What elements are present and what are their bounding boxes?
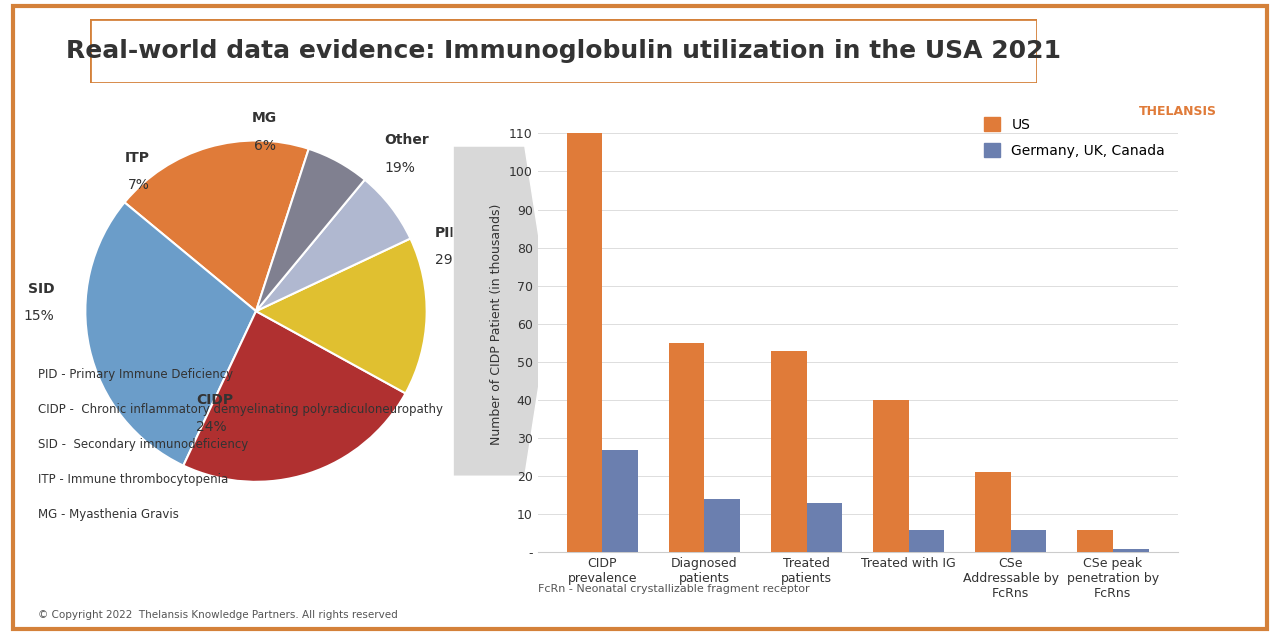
Bar	[668, 343, 704, 552]
Text: ITP: ITP	[125, 150, 150, 164]
Wedge shape	[86, 203, 256, 465]
Text: FcRn - Neonatal crystallizable fragment receptor: FcRn - Neonatal crystallizable fragment …	[538, 584, 809, 594]
Text: 24%: 24%	[196, 420, 227, 434]
Legend: US, Germany, UK, Canada: US, Germany, UK, Canada	[978, 111, 1171, 163]
Bar	[909, 530, 945, 552]
Bar	[873, 400, 909, 552]
Bar	[1011, 530, 1047, 552]
Text: 29%: 29%	[435, 253, 466, 267]
Text: MG: MG	[252, 111, 276, 125]
Wedge shape	[183, 311, 406, 482]
Wedge shape	[256, 239, 426, 393]
Text: ITP - Immune thrombocytopenia: ITP - Immune thrombocytopenia	[38, 473, 229, 486]
Bar	[603, 450, 639, 552]
Wedge shape	[256, 180, 411, 311]
Bar	[771, 351, 806, 552]
Bar	[1076, 530, 1112, 552]
Bar	[704, 499, 740, 552]
Bar	[567, 133, 603, 552]
Text: THELANSIS: THELANSIS	[1139, 105, 1216, 117]
Text: MG - Myasthenia Gravis: MG - Myasthenia Gravis	[38, 508, 179, 521]
Text: SID -  Secondary immunodeficiency: SID - Secondary immunodeficiency	[38, 438, 248, 451]
Text: SID: SID	[28, 282, 55, 296]
Text: PID - Primary Immune Deficiency: PID - Primary Immune Deficiency	[38, 368, 233, 381]
Text: CIDP -  Chronic inflammatory demyelinating polyradiculoneuropathy: CIDP - Chronic inflammatory demyelinatin…	[38, 403, 443, 416]
Text: 7%: 7%	[128, 178, 150, 192]
Text: 15%: 15%	[24, 309, 55, 323]
Text: Other: Other	[384, 133, 429, 147]
Bar	[1112, 549, 1148, 552]
Wedge shape	[256, 149, 365, 311]
FancyBboxPatch shape	[90, 19, 1037, 83]
Text: PID: PID	[435, 225, 462, 239]
Text: © Copyright 2022  Thelansis Knowledge Partners. All rights reserved: © Copyright 2022 Thelansis Knowledge Par…	[38, 610, 398, 620]
Wedge shape	[124, 140, 308, 311]
Text: CIDP: CIDP	[196, 393, 233, 407]
Text: 19%: 19%	[384, 161, 415, 175]
Y-axis label: Number of CIDP Patient (in thousands): Number of CIDP Patient (in thousands)	[490, 203, 503, 444]
Bar	[975, 472, 1011, 552]
Text: 6%: 6%	[253, 138, 275, 152]
Polygon shape	[453, 146, 550, 476]
Text: Real-world data evidence: Immunoglobulin utilization in the USA 2021: Real-world data evidence: Immunoglobulin…	[65, 39, 1061, 63]
Bar	[806, 503, 842, 552]
